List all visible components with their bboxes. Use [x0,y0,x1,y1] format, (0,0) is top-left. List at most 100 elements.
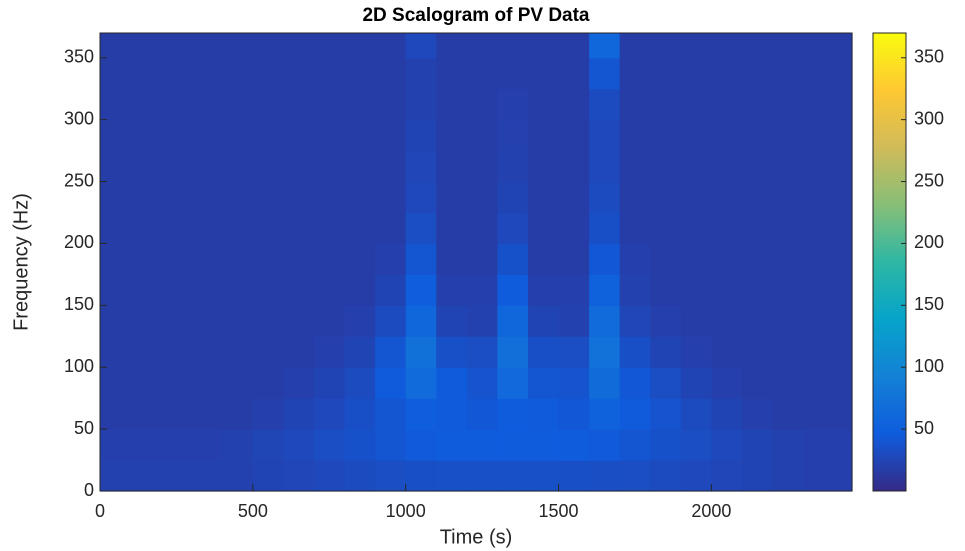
heat-cell [161,243,193,275]
heat-cell [741,88,774,121]
heat-cell [527,150,560,183]
heat-cell [344,212,376,245]
heat-cell [650,212,682,245]
heat-cell [741,212,774,245]
heat-cell [772,336,804,368]
heat-cell [619,429,651,461]
heat-cell [100,88,132,121]
heat-cell [711,181,743,214]
heat-cell [130,212,162,245]
heat-cell [375,33,407,59]
heat-cell [375,119,407,152]
heat-cell [252,274,285,306]
heat-cell [558,33,590,59]
heat-cell [619,33,651,59]
heat-cell [313,33,346,59]
heat-cell [497,88,529,121]
heat-cell [619,212,651,245]
heat-cell [711,88,743,121]
heat-cell [619,119,651,152]
heat-cell [527,398,560,430]
heat-cell [161,336,193,368]
heat-cell [313,243,346,275]
heat-cell [466,274,498,306]
heat-cell [100,460,132,492]
heat-cell [252,336,285,368]
heat-cell [222,57,254,90]
heat-cell [313,212,346,245]
x-tick-label: 0 [95,501,105,521]
y-axis-label: Frequency (Hz) [10,193,32,331]
heat-cell [803,460,853,492]
heat-cell [527,460,560,492]
heat-cell [711,460,743,492]
heat-cell [100,150,132,183]
heat-cell [589,305,621,337]
heat-cell [313,150,346,183]
heat-cell [191,398,223,430]
heat-cell [527,305,560,337]
heat-cell [589,150,621,183]
heat-cell [772,33,804,59]
heat-cell [130,398,162,430]
heat-cell [803,57,853,90]
heat-cell [100,33,132,59]
heat-cell [191,119,223,152]
heat-cell [222,150,254,183]
heat-cell [130,150,162,183]
heat-cell [222,398,254,430]
heat-cell [527,429,560,461]
heat-cell [130,274,162,306]
heat-cell [619,336,651,368]
heat-cell [558,57,590,90]
heat-cell [161,398,193,430]
heat-cell [252,33,285,59]
heat-cell [741,367,774,399]
heat-cell [497,398,529,430]
x-tick-label: 1000 [386,501,426,521]
heat-cell [283,57,315,90]
heat-cell [650,305,682,337]
heat-cell [497,150,529,183]
heat-cell [741,150,774,183]
heat-cell [161,33,193,59]
heat-cell [191,150,223,183]
heat-cell [711,398,743,430]
heat-cell [650,119,682,152]
heat-cell [344,57,376,90]
heat-cell [405,150,437,183]
heat-cell [803,243,853,275]
y-tick-label: 50 [74,418,94,438]
heat-cell [252,88,285,121]
heat-cell [466,150,498,183]
heat-cell [344,336,376,368]
heat-cell [558,181,590,214]
heat-cell [680,336,712,368]
heat-cell [558,460,590,492]
heat-cell [436,460,468,492]
heat-cell [589,243,621,275]
heat-cell [405,57,437,90]
heat-cell [344,398,376,430]
heat-cell [619,181,651,214]
heat-cell [619,274,651,306]
heat-cell [130,88,162,121]
heat-cell [772,57,804,90]
heat-cell [680,429,712,461]
plot-frame [99,32,853,492]
heat-cell [191,336,223,368]
heat-cell [436,274,468,306]
heat-cell [130,460,162,492]
heat-cell [313,429,346,461]
heat-cell [589,460,621,492]
heat-cell [772,460,804,492]
heat-cell [741,243,774,275]
heat-cell [680,460,712,492]
heat-cell [405,398,437,430]
heat-cell [619,398,651,430]
heat-cell [222,212,254,245]
heat-cell [589,57,621,90]
heat-cell [803,274,853,306]
heat-cell [161,305,193,337]
